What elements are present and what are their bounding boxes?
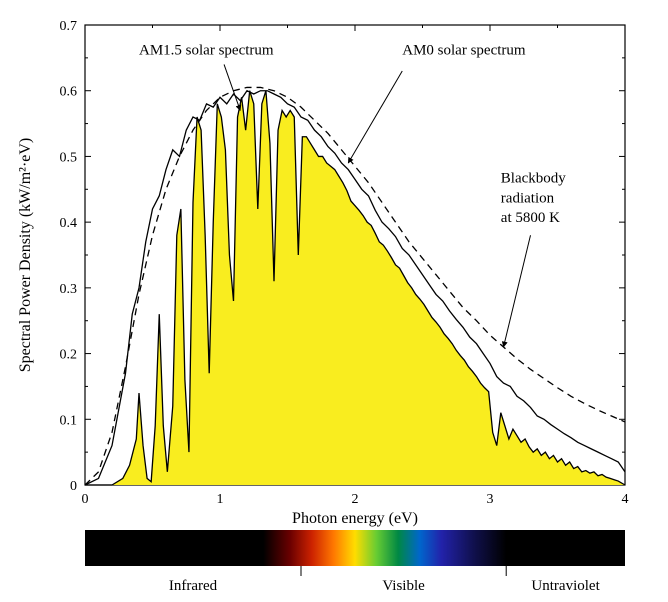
am15-area <box>85 91 625 485</box>
infrared-label: Infrared <box>169 578 218 594</box>
svg-text:radiation: radiation <box>501 190 555 206</box>
spectrum-bar <box>85 530 625 566</box>
svg-text:0.1: 0.1 <box>60 413 78 428</box>
am0-annotation: AM0 solar spectrum <box>402 43 526 59</box>
blackbody-annotation: Blackbody <box>501 171 566 187</box>
svg-text:2: 2 <box>352 492 359 507</box>
svg-text:0.2: 0.2 <box>60 348 78 363</box>
solar-spectrum-chart: 0 1 2 3 4 0 0.1 0.2 0.3 0.4 0.5 0.6 0.7 Photon energy… <box>0 0 668 602</box>
svg-text:1: 1 <box>217 492 224 507</box>
svg-text:0: 0 <box>82 492 89 507</box>
svg-text:3: 3 <box>487 492 494 507</box>
svg-text:0.3: 0.3 <box>60 282 78 297</box>
y-axis-label: Spectral Power Density (kW/m²·eV) <box>17 138 34 373</box>
svg-text:0.5: 0.5 <box>60 150 78 165</box>
svg-text:at 5800 K: at 5800 K <box>501 210 560 226</box>
svg-text:0.6: 0.6 <box>60 85 78 100</box>
svg-text:4: 4 <box>622 492 629 507</box>
svg-text:0: 0 <box>70 479 77 494</box>
am15-annotation: AM1.5 solar spectrum <box>139 43 274 59</box>
svg-text:0.4: 0.4 <box>60 216 78 231</box>
ultraviolet-label: Untraviolet <box>531 578 600 594</box>
visible-label: Visible <box>382 578 425 594</box>
x-axis-label: Photon energy (eV) <box>292 510 418 527</box>
svg-text:0.7: 0.7 <box>60 19 78 34</box>
